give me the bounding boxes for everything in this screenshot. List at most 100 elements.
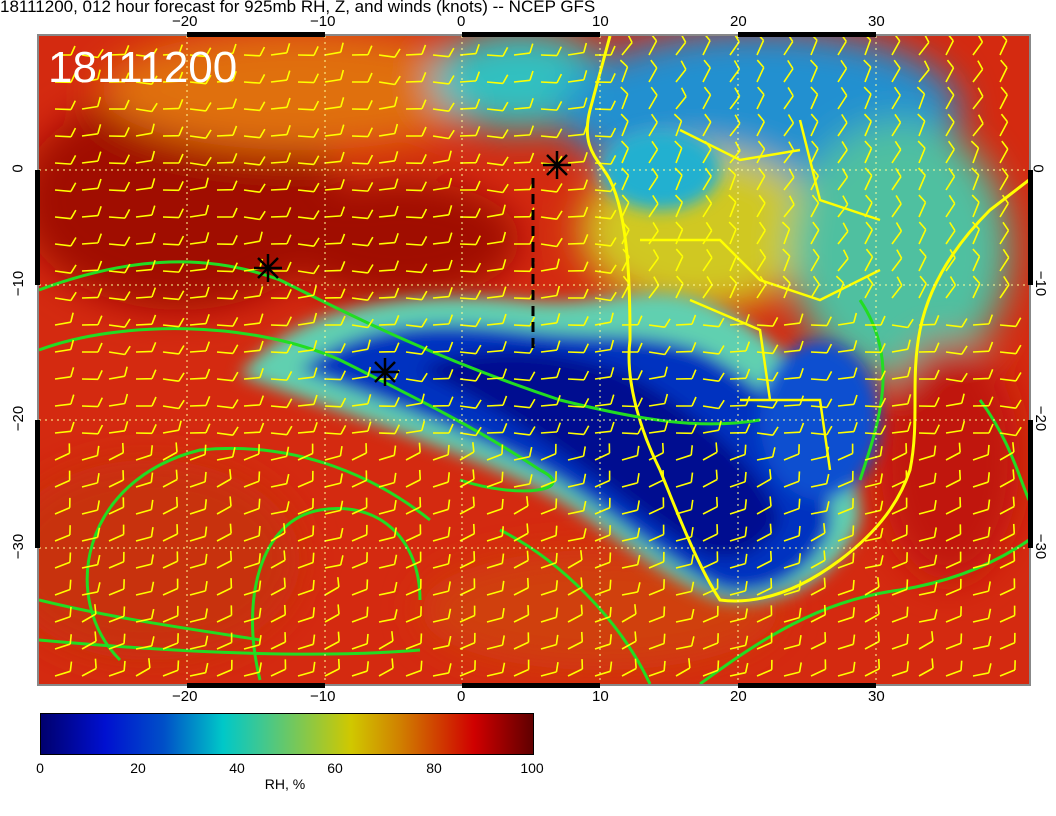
wind-barb	[81, 424, 104, 435]
wind-barb	[297, 210, 320, 220]
wind-barb	[540, 128, 563, 139]
wind-barb	[675, 36, 687, 56]
wind-barb	[917, 140, 926, 164]
wind-barb	[756, 113, 765, 137]
wind-barb	[162, 633, 179, 650]
wind-barb	[135, 608, 155, 623]
wind-barb	[135, 581, 155, 596]
wind-barb	[54, 367, 75, 380]
wind-barb	[756, 248, 767, 272]
wind-barb	[621, 554, 641, 569]
wind-barb	[945, 420, 966, 434]
wind-barb	[459, 442, 475, 461]
wind-barb	[135, 499, 154, 515]
wind-barb	[432, 287, 453, 299]
wind-barb	[513, 550, 529, 569]
wind-barb	[486, 204, 506, 218]
wind-barb	[297, 285, 317, 299]
wind-barb	[162, 71, 184, 83]
wind-barb	[432, 635, 452, 650]
wind-barb	[108, 497, 125, 515]
lon-tick-top: 10	[592, 13, 609, 30]
rh-map: 18111200	[35, 32, 1033, 688]
wind-barb	[459, 71, 481, 83]
frame-ticks	[35, 32, 1033, 688]
wind-barb	[405, 469, 422, 488]
wind-barb	[702, 221, 713, 245]
wind-barb	[81, 582, 101, 596]
wind-barb	[648, 393, 669, 407]
wind-barb	[810, 425, 833, 436]
wind-barb	[243, 580, 262, 596]
wind-barb	[108, 393, 129, 407]
wind-barb	[945, 249, 956, 272]
colorbar-tick: 40	[229, 760, 245, 776]
wind-barb	[297, 73, 320, 84]
wind-barb	[405, 99, 427, 110]
wind-barb	[189, 499, 208, 515]
wind-barb	[567, 179, 589, 191]
wind-barb	[918, 527, 938, 542]
wind-barb	[513, 316, 536, 327]
wind-barb	[162, 469, 178, 488]
wind-barb	[324, 425, 347, 435]
wind-barb	[594, 525, 611, 542]
wind-barb	[459, 399, 482, 410]
wind-barb	[135, 178, 156, 191]
wind-barb	[81, 445, 100, 461]
wind-barb	[919, 369, 940, 380]
wind-barb	[189, 259, 210, 272]
colorbar-tick: 100	[520, 760, 544, 776]
wind-barb	[459, 578, 476, 596]
wind-barb	[162, 235, 185, 246]
wind-barb	[216, 447, 236, 461]
wind-barb	[972, 635, 992, 650]
wind-barb	[135, 123, 155, 137]
wind-barb	[270, 152, 292, 164]
wind-barb	[513, 605, 530, 623]
wind-barb	[810, 659, 827, 677]
wind-barb	[999, 399, 1022, 410]
wind-barb	[486, 580, 505, 596]
wind-barb	[459, 372, 482, 382]
wind-barb	[810, 275, 820, 299]
wind-barb	[405, 660, 423, 677]
wind-barb	[486, 341, 507, 353]
wind-barb	[917, 167, 926, 191]
wind-barb	[999, 442, 1015, 461]
wind-barb	[54, 661, 73, 677]
wind-barb	[864, 221, 873, 245]
wind-barb	[810, 577, 826, 596]
wind-barb	[567, 577, 583, 596]
wind-barb	[324, 631, 340, 650]
wind-barb	[972, 314, 994, 326]
wind-barb	[864, 194, 873, 218]
wind-barb	[135, 287, 157, 299]
wind-barb	[864, 658, 881, 677]
wind-barb	[729, 662, 749, 677]
wind-barb	[81, 554, 101, 569]
wind-barb	[729, 341, 751, 353]
wind-barb	[513, 70, 534, 83]
wind-barb	[917, 113, 926, 137]
wind-barb	[108, 345, 131, 356]
wind-barb	[81, 288, 103, 299]
wind-barb	[999, 221, 1010, 245]
wind-barb	[270, 179, 292, 191]
wind-barb	[513, 523, 529, 542]
wind-barb	[864, 604, 880, 623]
wind-barb	[621, 582, 641, 596]
wind-barb	[378, 48, 401, 59]
wind-barb	[108, 579, 125, 596]
wind-barb	[81, 631, 97, 650]
wind-barb	[243, 183, 266, 194]
wind-barb	[297, 470, 314, 488]
wind-barb	[567, 528, 587, 542]
colorbar-tick: 20	[130, 760, 146, 776]
wind-barb	[297, 100, 320, 111]
wind-barb	[621, 397, 644, 408]
wind-barb	[702, 59, 711, 83]
wind-barb	[783, 59, 794, 83]
wind-barb	[648, 318, 671, 329]
wind-barb	[135, 48, 158, 58]
